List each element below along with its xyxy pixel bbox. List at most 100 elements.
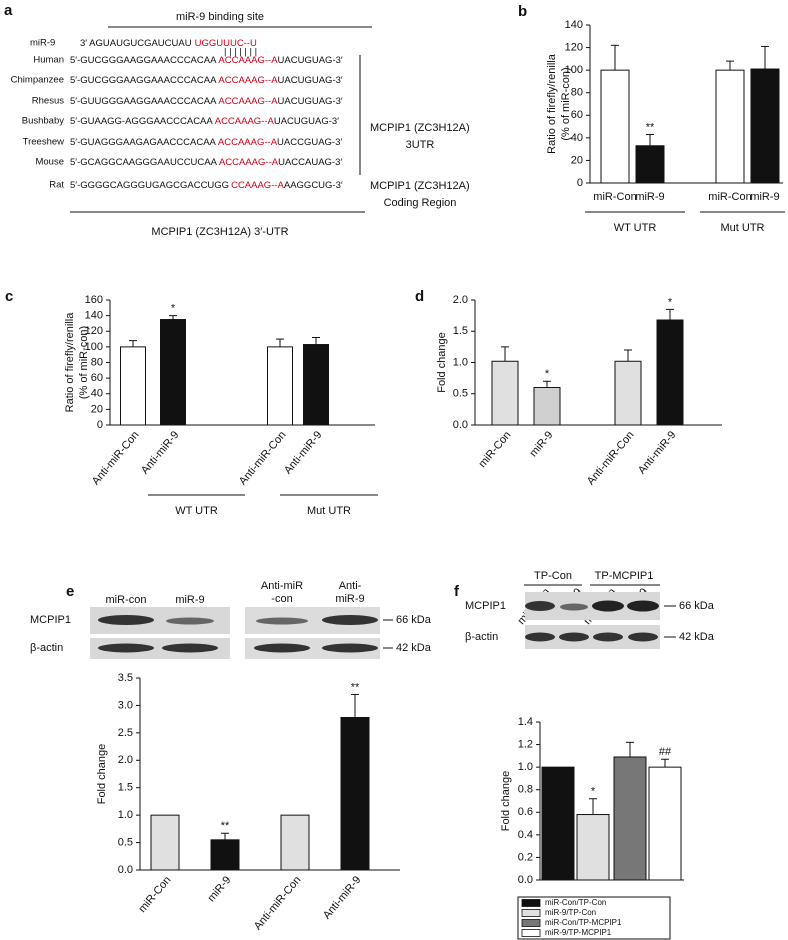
- bar: [340, 716, 370, 871]
- y-tick-label: 80: [91, 356, 103, 368]
- legend-swatch: [521, 909, 541, 917]
- y-tick-label: 2.0: [453, 294, 468, 306]
- panel-letter: c: [5, 288, 13, 305]
- bar: [210, 839, 240, 871]
- y-tick-label: 0.6: [518, 806, 533, 818]
- y-tick-label: 100: [85, 341, 103, 353]
- species: Treeshew: [23, 137, 64, 148]
- bar: [120, 346, 146, 426]
- x-tick-label: miR-9: [205, 874, 233, 904]
- significance: **: [646, 121, 655, 133]
- legend-box: [517, 896, 671, 940]
- group-label: TP-MCPIP1: [595, 570, 654, 582]
- upstream: 5′-GUAGGGAAGAGAACCCACAA: [70, 137, 217, 148]
- size-label: 42 kDa: [679, 631, 715, 643]
- y-tick-label: 3.0: [118, 699, 133, 711]
- panel-letter: d: [415, 288, 424, 305]
- size-label: 66 kDa: [396, 614, 432, 626]
- y-tick-label: 1.0: [118, 809, 133, 821]
- sequence: 5′-GUAGGGAAGAGAACCCACAA ACCAAAG--AUACCGUA…: [70, 137, 342, 148]
- x-tick-label: Anti-miR-9: [282, 429, 325, 477]
- coding-label: Coding Region: [384, 197, 457, 209]
- mirna-sequence: 3′ AGUAUGUCGAUCUAU UGGUUUC--U: [80, 38, 257, 49]
- bar: [280, 814, 310, 871]
- y-tick-label: 120: [565, 41, 583, 53]
- blot-row-label: MCPIP1: [465, 600, 506, 612]
- lane-label: Anti-miR: [261, 580, 303, 592]
- group-label: Mut UTR: [721, 222, 765, 234]
- site: ACCAAAG--A: [218, 55, 278, 66]
- y-tick-label: 1.5: [118, 782, 133, 794]
- y-tick-label: 0.8: [518, 784, 533, 796]
- coding-label: MCPIP1 (ZC3H12A): [370, 180, 470, 192]
- upstream: 5′-GGGGCAGGGUGAGCGACCUGG: [70, 180, 229, 191]
- bar: [635, 145, 665, 184]
- y-tick-label: 120: [85, 325, 103, 337]
- group-label: TP-Con: [534, 570, 572, 582]
- x-tick-label: Anti-miR-9: [636, 429, 679, 477]
- downstream: UACCAUAG-3′: [278, 157, 342, 168]
- sequence: 5′-GGGGCAGGGUGAGCGACCUGG CCAAAG--AAAGGCUG…: [70, 180, 343, 191]
- species: Rat: [49, 180, 64, 191]
- lane-label: miR-con: [106, 594, 147, 606]
- y-tick-label: 2.5: [118, 727, 133, 739]
- x-tick-label: Anti-miR-Con: [90, 429, 142, 487]
- species: Chimpanzee: [11, 75, 64, 86]
- downstream: UACUGUAG-3′: [278, 75, 343, 86]
- sequence: 5′-GUAAGG-AGGGAACCCACAA ACCAAAG--AUACUGUA…: [70, 116, 339, 127]
- site: ACCAAAG--A: [219, 157, 279, 168]
- size-label: 66 kDa: [679, 600, 715, 612]
- x-tick-label: miR-Con: [476, 429, 513, 470]
- x-tick-label: Anti-miR-Con: [585, 429, 637, 487]
- legend-label: miR-Con/TP-Con: [545, 898, 606, 907]
- y-tick-label: 3.5: [118, 672, 133, 684]
- y-axis-label: (% of miR-con): [78, 326, 90, 399]
- upstream: 5′-GCAGGCAAGGGAAUCCUCAA: [70, 157, 218, 168]
- y-tick-label: 20: [91, 403, 103, 415]
- x-tick-label: miR-9: [750, 191, 779, 203]
- bar: [541, 766, 575, 881]
- mirna-seq: 3′ AGUAUGUCGAUCUAU: [80, 38, 192, 49]
- upstream: 5′-GUCGGGAAGGAAACCCACAA: [70, 55, 217, 66]
- species: Human: [33, 55, 64, 66]
- legend-swatch: [521, 899, 541, 907]
- significance: **: [351, 681, 360, 693]
- downstream: UACUGUAG-3′: [278, 96, 343, 107]
- bar: [533, 387, 561, 426]
- y-axis-label: (% of miR-con): [560, 67, 572, 140]
- downstream: UACUGUAG-3′: [274, 116, 339, 127]
- y-tick-label: 1.5: [453, 325, 468, 337]
- lane-label: miR-9: [335, 593, 364, 605]
- bar: [600, 69, 630, 184]
- site: CCAAAG--A: [231, 180, 284, 191]
- y-tick-label: 0.0: [118, 864, 133, 876]
- upstream: 5′-GUCGGGAAGGAAACCCACAA: [70, 75, 217, 86]
- site: ACCAAAG--A: [218, 137, 278, 148]
- y-tick-label: 1.2: [518, 738, 533, 750]
- bar: [648, 766, 682, 881]
- y-tick-label: 0.0: [453, 419, 468, 431]
- y-tick-label: 0.2: [518, 851, 533, 863]
- y-tick-label: 0: [97, 419, 103, 431]
- lane-label: -con: [271, 593, 292, 605]
- blot-image: [525, 592, 660, 649]
- bar: [160, 319, 186, 426]
- y-tick-label: 0.0: [518, 874, 533, 886]
- group-label: Mut UTR: [307, 505, 351, 517]
- bar: [303, 344, 329, 426]
- sequence: 5′-GCAGGCAAGGGAAUCCUCAA ACCAAAG--AUACCAUA…: [70, 157, 342, 168]
- y-tick-label: 1.0: [518, 761, 533, 773]
- upstream: 5′-GUUGGGAAGGAAACCCACAA: [70, 96, 217, 107]
- utr-label: MCPIP1 (ZC3H12A): [370, 122, 470, 134]
- y-tick-label: 1.0: [453, 356, 468, 368]
- sequence: 5′-GUUGGGAAGGAAACCCACAA ACCAAAG--AUACUGUA…: [70, 96, 343, 107]
- alignment-footer: MCPIP1 (ZC3H12A) 3′-UTR: [151, 226, 288, 238]
- x-tick-label: Anti-miR-Con: [237, 429, 289, 487]
- site: ACCAAAG--A: [218, 96, 278, 107]
- y-axis-label: Ratio of firefly/renilla: [64, 312, 76, 413]
- y-axis-label: Fold change: [500, 771, 512, 832]
- y-tick-label: 160: [85, 294, 103, 306]
- x-tick-label: miR-9: [635, 191, 664, 203]
- bar: [267, 346, 293, 426]
